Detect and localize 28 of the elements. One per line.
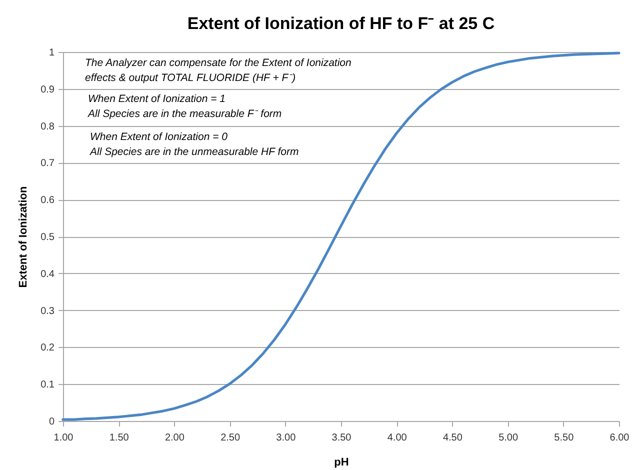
x-tick-label: 2.50	[220, 432, 240, 444]
x-tick-label: 3.50	[332, 432, 352, 444]
x-tick-label: 5.00	[498, 432, 518, 444]
x-tick-label: 3.00	[276, 432, 296, 444]
y-tick-label: 0.1	[40, 380, 55, 391]
y-tick-label: 0.3	[40, 306, 55, 317]
annotation: When Extent of Ionization = 0 All Species are in the unmeasurable HF form	[89, 131, 299, 158]
x-tick-label: 1.00	[54, 432, 74, 444]
y-tick-label: 0.8	[40, 121, 55, 132]
y-tick-label: 0.2	[40, 342, 55, 354]
x-axis-title: pH	[334, 456, 349, 468]
x-tick-label: 6.00	[610, 432, 630, 444]
y-tick-label: 0.9	[40, 84, 55, 96]
x-tick-label: 4.50	[442, 432, 463, 444]
y-tick-label: 1	[48, 48, 55, 58]
chart-title: Extent of Ionization of HF to F⁻ at 25 C	[187, 14, 495, 33]
y-tick-label: 0.7	[40, 158, 55, 170]
annotation: The Analyzer can compensate for the Extent of Ionization effects & output TOTAL FLUORIDE (HF + F⁻)	[85, 57, 352, 84]
x-tick-label: 1.50	[109, 432, 130, 444]
x-tick-label: 5.50	[554, 432, 574, 444]
x-tick-label: 4.00	[387, 432, 408, 444]
y-tick-label: 0.5	[40, 232, 55, 243]
y-tick-label: 0	[48, 416, 55, 428]
annotation: When Extent of Ionization = 1 All Species are in the measurable F⁻ form	[87, 93, 282, 120]
x-tick-label: 2.00	[164, 432, 185, 444]
y-axis-title: Extent of Ionization	[18, 186, 30, 288]
y-tick-label: 0.6	[40, 195, 55, 206]
y-tick-label: 0.4	[40, 268, 55, 280]
